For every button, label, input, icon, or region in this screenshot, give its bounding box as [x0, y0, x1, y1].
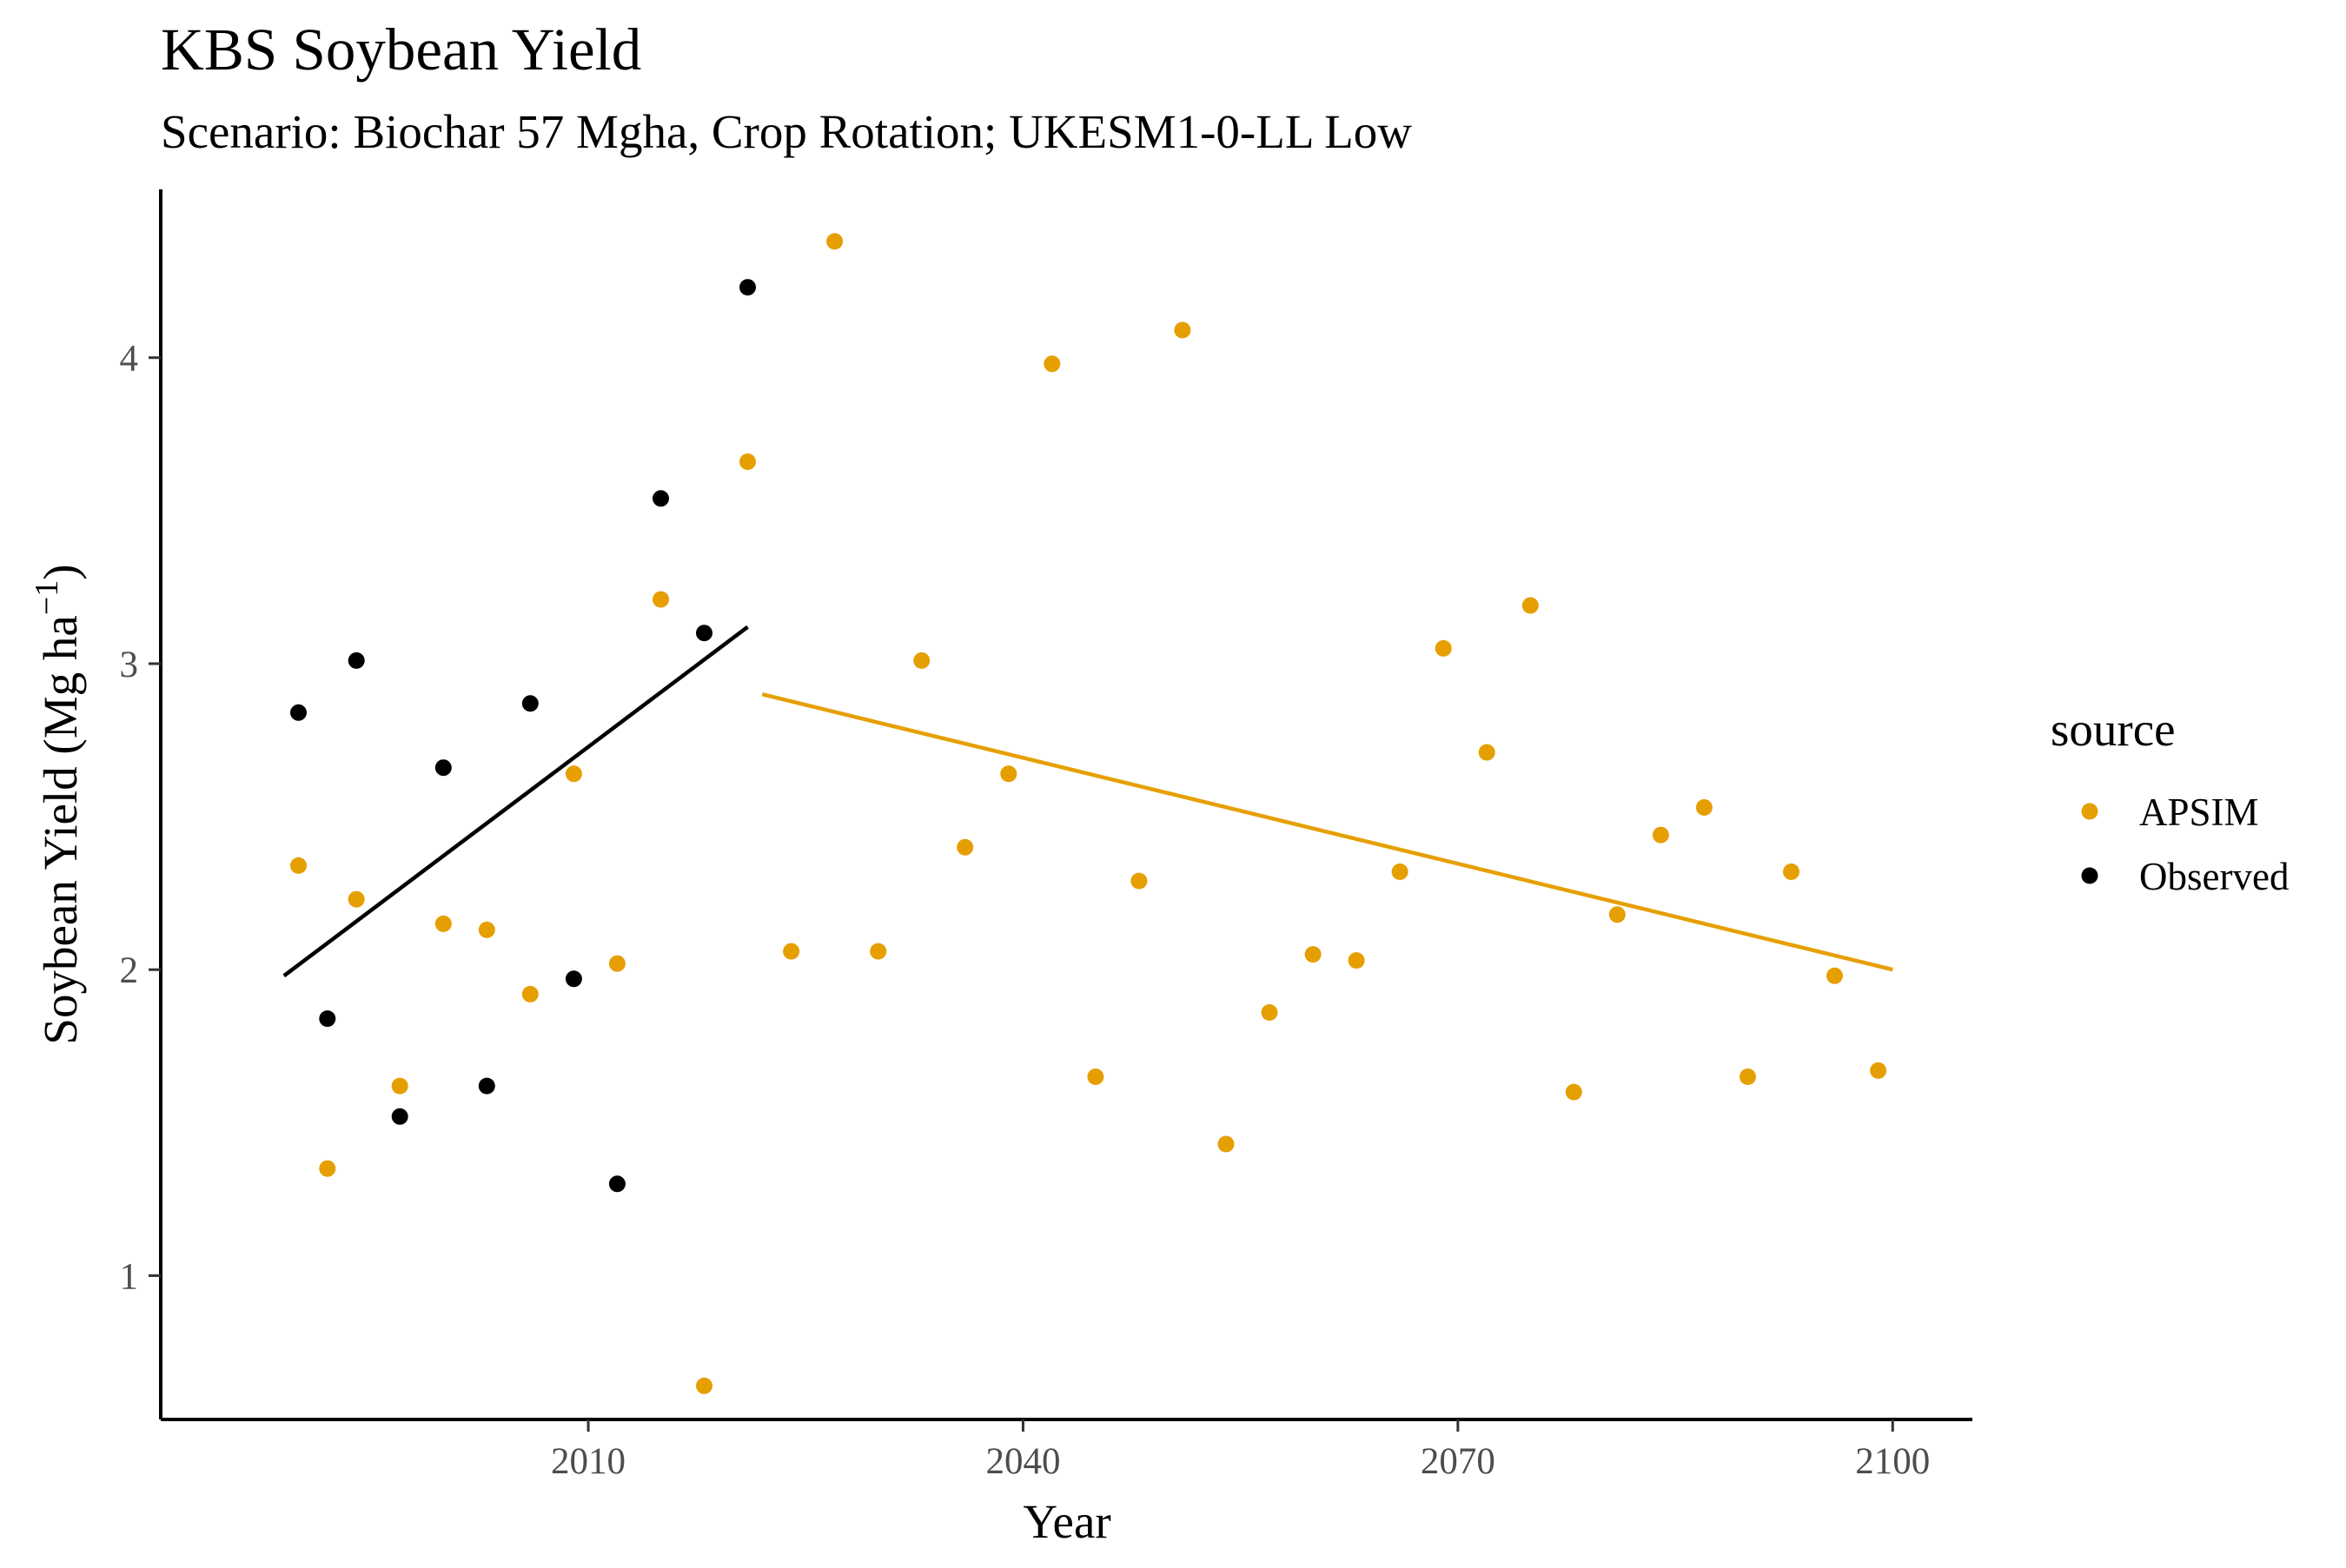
x-axis-title: Year: [1023, 1495, 1110, 1548]
apsim-point: [1435, 639, 1452, 657]
y-axis-title-superscript: −1: [29, 580, 65, 615]
observed-trend-line: [282, 625, 749, 978]
chart-subtitle: Scenario: Biochar 57 Mgha, Crop Rotation…: [161, 105, 1412, 158]
apsim-point: [913, 652, 931, 669]
legend-title: source: [2051, 703, 2176, 756]
apsim-point: [319, 1160, 336, 1177]
apsim-point: [1565, 1083, 1582, 1101]
apsim-point: [1740, 1068, 1756, 1085]
apsim-point: [1348, 952, 1365, 969]
apsim-point: [1391, 863, 1408, 880]
y-tick-label: 2: [120, 950, 139, 991]
legend-label-apsim: APSIM: [2139, 791, 2259, 834]
apsim-trend-line: [761, 692, 1893, 972]
apsim-point: [783, 943, 800, 960]
observed-point: [521, 695, 539, 712]
observed-point: [348, 652, 365, 669]
y-tick-label: 1: [120, 1256, 139, 1297]
observed-point: [319, 1010, 336, 1028]
apsim-point: [434, 915, 452, 932]
apsim-point: [1478, 744, 1495, 761]
observed-point: [739, 279, 756, 296]
legend-key-observed: [2081, 867, 2098, 884]
apsim-point: [1044, 355, 1061, 373]
apsim-point: [1652, 826, 1669, 844]
chart-title: KBS Soybean Yield: [161, 17, 641, 83]
apsim-point: [565, 765, 582, 783]
x-axis-ticks: 2010 2040 2070 2100: [551, 1419, 1930, 1482]
apsim-point: [696, 1377, 712, 1394]
apsim-point: [608, 955, 626, 972]
observed-point: [696, 625, 712, 642]
observed-point: [290, 704, 307, 721]
apsim-point: [1521, 597, 1539, 614]
observed-point: [608, 1175, 626, 1193]
y-axis-ticks: 1 2 3 4: [120, 339, 161, 1297]
apsim-point: [348, 890, 365, 908]
observed-point: [653, 490, 669, 507]
apsim-point: [478, 921, 495, 938]
apsim-point: [1000, 765, 1017, 783]
observed-point: [565, 970, 582, 988]
x-tick-label: 2040: [985, 1441, 1060, 1482]
apsim-point: [1261, 1004, 1278, 1021]
apsim-point: [521, 985, 539, 1002]
y-axis-title-main: Soybean Yield (Mg ha: [34, 615, 87, 1044]
observed-point: [478, 1077, 495, 1095]
x-tick-label: 2100: [1855, 1441, 1930, 1482]
apsim-point: [1826, 967, 1843, 984]
plot-marks: [282, 233, 1893, 1394]
apsim-point: [1130, 872, 1148, 890]
apsim-point: [870, 943, 887, 960]
x-tick-label: 2010: [551, 1441, 626, 1482]
apsim-point: [1174, 321, 1191, 339]
apsim-point: [653, 591, 669, 608]
legend-label-observed: Observed: [2139, 855, 2289, 898]
y-axis-title-close: ): [34, 564, 87, 579]
apsim-point: [1304, 946, 1322, 963]
y-axis-title: Soybean Yield (Mg ha−1): [29, 564, 87, 1044]
apsim-point: [957, 838, 974, 856]
apsim-point: [1217, 1135, 1235, 1153]
observed-point: [391, 1108, 408, 1125]
apsim-point: [1608, 906, 1626, 923]
apsim-point: [290, 857, 307, 874]
apsim-point: [1783, 863, 1799, 880]
legend-items: APSIM Observed: [2081, 791, 2289, 898]
apsim-point: [826, 233, 844, 250]
apsim-point: [1870, 1062, 1887, 1079]
observed-point: [434, 759, 452, 777]
apsim-point: [1087, 1068, 1104, 1085]
apsim-point: [739, 453, 756, 470]
x-tick-label: 2070: [1421, 1441, 1495, 1482]
apsim-point: [391, 1077, 408, 1095]
legend: source APSIM Observed: [2051, 703, 2289, 898]
y-tick-label: 4: [120, 339, 139, 380]
y-tick-label: 3: [120, 645, 139, 685]
legend-key-apsim: [2081, 803, 2098, 820]
apsim-point: [1695, 799, 1713, 816]
